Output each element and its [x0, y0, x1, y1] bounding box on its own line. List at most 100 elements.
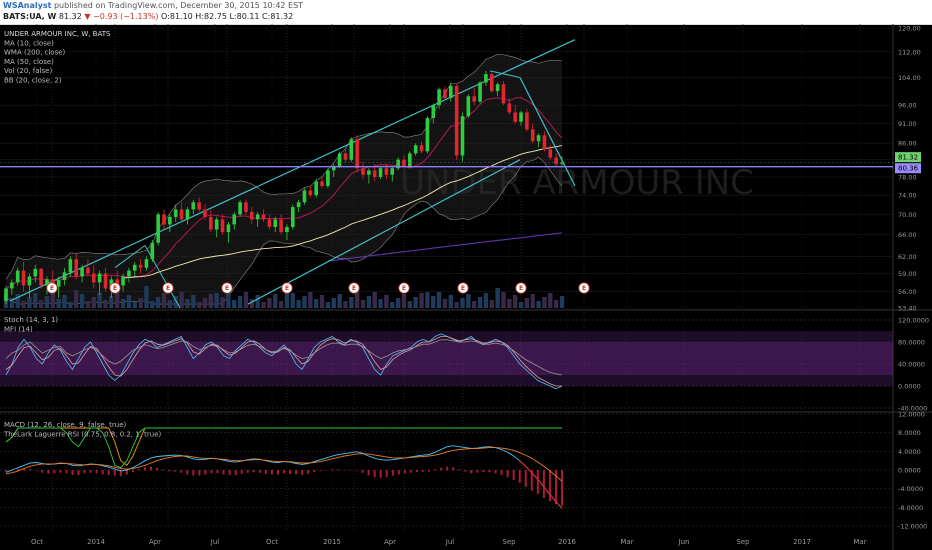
volume-bar — [530, 294, 535, 308]
volume-bar — [337, 294, 342, 308]
volume-bar — [150, 301, 155, 308]
volume-bar — [319, 295, 325, 308]
macd-histogram-bar — [446, 466, 449, 471]
macd-axis-tick: 12.0000 — [898, 411, 925, 419]
earnings-marker-label: E — [166, 285, 170, 292]
macd-histogram-bar — [385, 470, 388, 478]
level-price-tag-text: 80.36 — [898, 165, 919, 173]
x-tick-label: Mar — [853, 538, 866, 546]
macd-histogram-bar — [65, 470, 68, 474]
volume-bar — [354, 285, 360, 308]
macd-histogram-bar — [391, 470, 394, 476]
candle-body — [285, 226, 289, 233]
macd-histogram-bar — [313, 470, 316, 473]
candle-body — [138, 264, 143, 268]
volume-bar — [79, 294, 85, 308]
macd-histogram-bar — [264, 470, 267, 474]
macd-histogram-bar — [216, 470, 219, 474]
volume-bar — [226, 293, 231, 308]
volume-bar — [472, 301, 477, 308]
macd-histogram-bar — [29, 468, 32, 471]
candle-body — [460, 116, 465, 156]
price-axis-tick: 86.00 — [898, 140, 917, 148]
volume-bar — [27, 297, 32, 308]
candle-body — [127, 270, 131, 277]
macd-histogram-bar — [59, 470, 62, 473]
volume-bar — [109, 296, 114, 308]
volume-bar — [214, 293, 219, 308]
volume-bar — [413, 297, 418, 308]
volume-bar — [442, 299, 448, 308]
volume-bar — [173, 296, 178, 308]
ohlc-values: O:81.10 H:82.75 L:80.11 C:81.32 — [161, 12, 294, 21]
stoch-axis-tick: -40.0000 — [898, 405, 927, 413]
volume-bar — [115, 292, 120, 308]
macd-histogram-bar — [289, 470, 292, 474]
earnings-marker — [46, 282, 58, 294]
volume-bar — [9, 298, 15, 308]
macd-histogram-bar — [23, 468, 26, 471]
volume-bar — [161, 293, 167, 308]
legend-item: WMA (200, close) — [4, 49, 66, 57]
volume-bar — [179, 292, 184, 308]
publish-line: WSAnalyst published on TradingView.com, … — [3, 1, 303, 10]
price-change: −0.93 (−1.13%) — [93, 12, 159, 21]
macd-red-tail — [519, 460, 563, 509]
macd-histogram-bar — [168, 470, 171, 472]
macd-histogram-bar — [222, 470, 225, 475]
volume-bar — [50, 292, 56, 308]
macd-histogram-bar — [131, 470, 134, 473]
candle-body — [302, 190, 307, 203]
macd-histogram-bar — [137, 469, 140, 471]
macd-histogram-bar — [319, 470, 322, 472]
volume-bar — [91, 297, 96, 308]
stoch-band — [0, 342, 893, 375]
candle-body — [62, 272, 67, 281]
volume-bar — [62, 295, 67, 308]
author-link[interactable]: WSAnalyst — [3, 1, 52, 10]
volume-bar — [120, 299, 126, 308]
candle-body — [343, 153, 348, 160]
macd-histogram-bar — [17, 468, 20, 471]
candle-body — [413, 145, 418, 154]
volume-bar — [44, 296, 50, 308]
volume-bar — [548, 293, 553, 308]
macd-histogram-bar — [47, 470, 50, 474]
macd-histogram-bar — [252, 470, 255, 473]
candle-body — [179, 209, 184, 220]
chart-canvas[interactable]: UNDER ARMOUR INC E E E E E E E E E E Oct 2014 Apr Ju… — [0, 24, 932, 550]
macd-histogram-bar — [512, 470, 515, 481]
volume-bar — [144, 286, 149, 308]
macd-histogram-bar — [524, 470, 527, 487]
volume-bar — [553, 300, 559, 308]
macd-histogram-bar — [162, 469, 165, 471]
candle-body — [21, 270, 26, 286]
candle-body — [378, 168, 383, 177]
publish-text: published on TradingView.com, December 3… — [53, 1, 304, 10]
bollinger-upper — [5, 53, 563, 280]
candle-body — [214, 219, 219, 230]
volume-bar — [395, 298, 401, 308]
chart-header: WSAnalyst published on TradingView.com, … — [0, 0, 932, 25]
macd-histogram-bar — [150, 466, 153, 471]
price-axis-tick: 104.00 — [898, 74, 921, 82]
last-price-tag — [895, 152, 921, 163]
volume-bar — [138, 298, 143, 308]
volume-bar — [191, 295, 196, 308]
candle-body — [314, 181, 318, 196]
candle-body — [501, 84, 506, 104]
macd-histogram-bar — [415, 470, 418, 473]
volume-bar — [308, 292, 313, 308]
candle-body — [121, 276, 125, 286]
candle-body — [296, 202, 301, 208]
candle-body — [489, 74, 494, 92]
candle-body — [238, 202, 242, 215]
x-tick-label: Mar — [620, 538, 633, 546]
volume-bar — [261, 302, 266, 308]
macd-histogram-bar — [83, 470, 86, 474]
macd-histogram-bar — [428, 470, 431, 472]
macd-histogram-bar — [434, 469, 437, 471]
candle-body — [443, 89, 447, 99]
macd-histogram-bar — [228, 470, 231, 475]
